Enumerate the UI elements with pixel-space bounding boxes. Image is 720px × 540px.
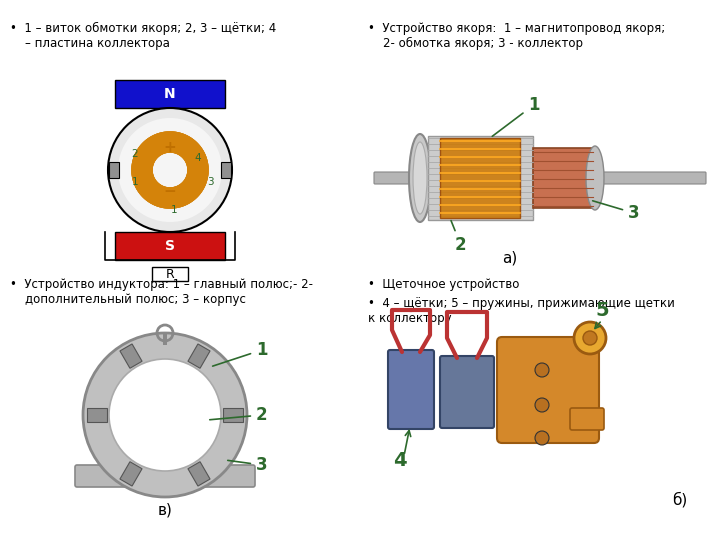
Text: 2: 2 [132,149,138,159]
Circle shape [109,359,221,471]
Polygon shape [120,344,142,368]
Polygon shape [134,132,207,165]
Polygon shape [132,132,208,181]
FancyBboxPatch shape [497,337,599,443]
Circle shape [535,431,549,445]
Polygon shape [132,166,208,208]
Polygon shape [132,172,208,208]
Text: +: + [163,140,176,156]
Circle shape [83,333,247,497]
Bar [115,80,225,108]
Text: −: − [163,185,176,199]
Circle shape [535,363,549,377]
Text: а): а) [503,251,518,266]
Text: 1: 1 [212,341,268,366]
Text: 3: 3 [207,177,213,187]
Bar [115,232,225,260]
Circle shape [583,331,597,345]
Circle shape [108,108,232,232]
FancyBboxPatch shape [374,172,706,184]
Circle shape [574,322,606,354]
Polygon shape [188,462,210,486]
Text: 2: 2 [210,406,268,424]
Bar [163,333,167,345]
Polygon shape [223,408,243,422]
Bar [109,162,119,178]
Text: 4: 4 [194,153,202,163]
Text: •  Устройство якоря:  1 – магнитопровод якоря;
    2- обмотка якоря; 3 - коллект: • Устройство якоря: 1 – магнитопровод як… [368,22,665,50]
FancyBboxPatch shape [75,465,255,487]
Text: •  Устройство индуктора: 1 – главный полюс;- 2-
    дополнительный полюс; 3 – ко: • Устройство индуктора: 1 – главный полю… [10,278,313,306]
Text: 2: 2 [451,220,467,254]
Text: в): в) [158,503,172,517]
Polygon shape [132,132,208,168]
Text: б): б) [672,492,688,508]
FancyBboxPatch shape [570,408,604,430]
Text: •  1 – виток обмотки якоря; 2, 3 – щётки; 4
    – пластина коллектора: • 1 – виток обмотки якоря; 2, 3 – щётки;… [10,22,276,50]
Circle shape [535,398,549,412]
FancyBboxPatch shape [533,148,593,208]
Bar [152,267,188,281]
Text: 5: 5 [595,300,609,320]
Text: 1: 1 [171,205,177,215]
Polygon shape [87,408,107,422]
Polygon shape [120,462,142,486]
Ellipse shape [586,146,604,210]
Text: N: N [164,87,176,101]
FancyBboxPatch shape [440,356,494,428]
Text: 1: 1 [492,96,539,136]
Text: S: S [165,239,175,253]
FancyBboxPatch shape [428,136,533,220]
FancyBboxPatch shape [440,138,520,218]
Text: 3: 3 [228,456,268,474]
Text: •  4 – щётки; 5 – пружины, прижимающие щетки
к коллектору: • 4 – щётки; 5 – пружины, прижимающие ще… [368,297,675,325]
Text: 1: 1 [132,177,138,187]
Text: 3: 3 [593,201,639,222]
Text: R: R [166,267,174,280]
FancyBboxPatch shape [388,350,434,429]
Polygon shape [134,176,207,208]
Bar [221,162,231,178]
Polygon shape [132,132,208,174]
Polygon shape [132,159,208,208]
Ellipse shape [409,134,431,222]
Circle shape [118,118,222,222]
Text: 4: 4 [393,450,407,469]
Text: •  Щеточное устройство: • Щеточное устройство [368,278,519,291]
Ellipse shape [413,142,427,214]
Polygon shape [188,344,210,368]
